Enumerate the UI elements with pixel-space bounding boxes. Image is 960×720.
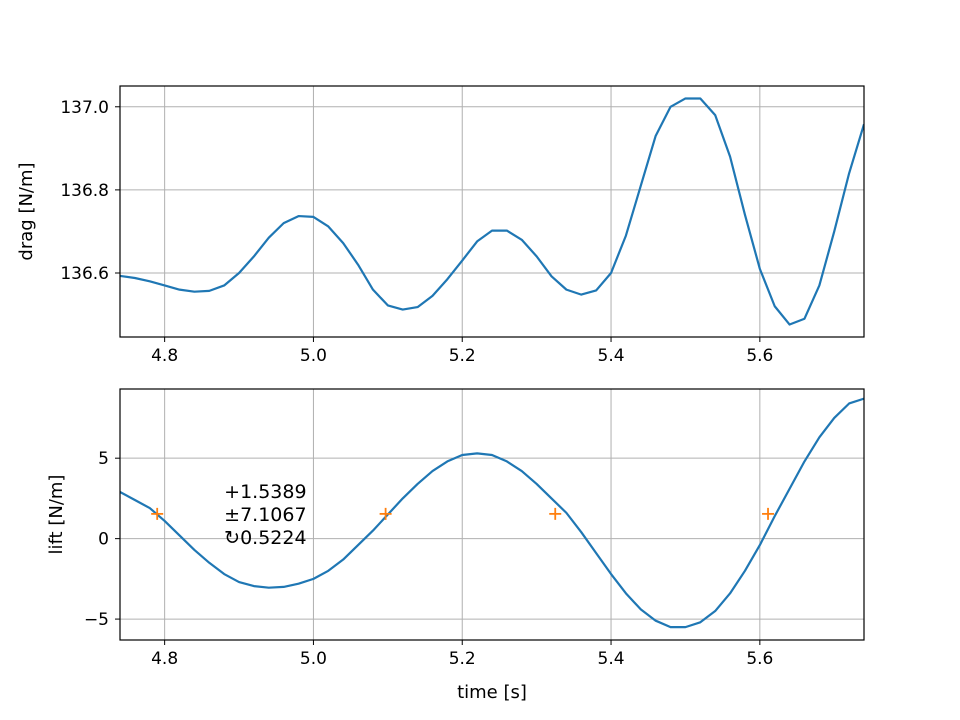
lift-marker-layer — [151, 507, 775, 520]
lift-x-axis-label: time [s] — [457, 682, 527, 703]
lift-x-tick-label: 4.8 — [151, 649, 178, 669]
drag-y-tick-label: 137.0 — [60, 98, 109, 118]
lift-axes-frame — [119, 388, 865, 641]
lift-y-tick-label: 5 — [98, 449, 109, 469]
lift-crossing-marker — [549, 507, 562, 520]
lift-crossing-marker — [151, 507, 164, 520]
lift-annotation-mean: +1.5389 — [224, 481, 306, 503]
lift-ticks: 4.8 5.0 5.2 5.4 5.6 −5 0 5 — [84, 449, 773, 669]
lift-annotation-period: ↻0.5224 — [224, 527, 306, 549]
drag-grid — [120, 86, 864, 337]
lift-y-tick-label: −5 — [84, 610, 109, 630]
lift-x-tick-label: 5.6 — [746, 649, 773, 669]
lift-y-axis-label: lift [N/m] — [46, 475, 67, 555]
drag-ticks: 4.8 5.0 5.2 5.4 5.6 136.6 136.8 137.0 — [60, 98, 773, 366]
lift-x-tick-label: 5.2 — [449, 649, 476, 669]
lift-x-tick-label: 5.4 — [598, 649, 625, 669]
lift-series-line — [120, 397, 864, 629]
drag-line-layer — [120, 97, 864, 326]
drag-y-axis-label: drag [N/m] — [16, 162, 37, 260]
lift-crossing-marker — [762, 507, 775, 520]
drag-axes-frame — [119, 85, 865, 338]
drag-x-tick-label: 5.0 — [300, 346, 327, 366]
drag-y-tick-label: 136.8 — [60, 181, 109, 201]
lift-y-tick-label: 0 — [98, 530, 109, 550]
lift-x-tick-label: 5.0 — [300, 649, 327, 669]
lift-annotation-amplitude: ±7.1067 — [224, 504, 306, 526]
lift-panel: 4.8 5.0 5.2 5.4 5.6−505 lift [N/m] time [s] … — [46, 388, 865, 703]
drag-x-tick-label: 5.4 — [598, 346, 625, 366]
drag-x-tick-label: 5.2 — [449, 346, 476, 366]
lift-grid — [120, 389, 864, 640]
lift-crossing-marker — [379, 507, 392, 520]
drag-x-tick-label: 4.8 — [151, 346, 178, 366]
lift-line-layer — [120, 397, 864, 629]
drag-y-tick-label: 136.6 — [60, 264, 109, 284]
drag-x-tick-label: 5.6 — [746, 346, 773, 366]
drag-panel: 4.8 5.0 5.2 5.4 5.6 136.6 136.8 137.0 drag [N/m… — [16, 85, 865, 366]
drag-series-line — [120, 97, 864, 326]
